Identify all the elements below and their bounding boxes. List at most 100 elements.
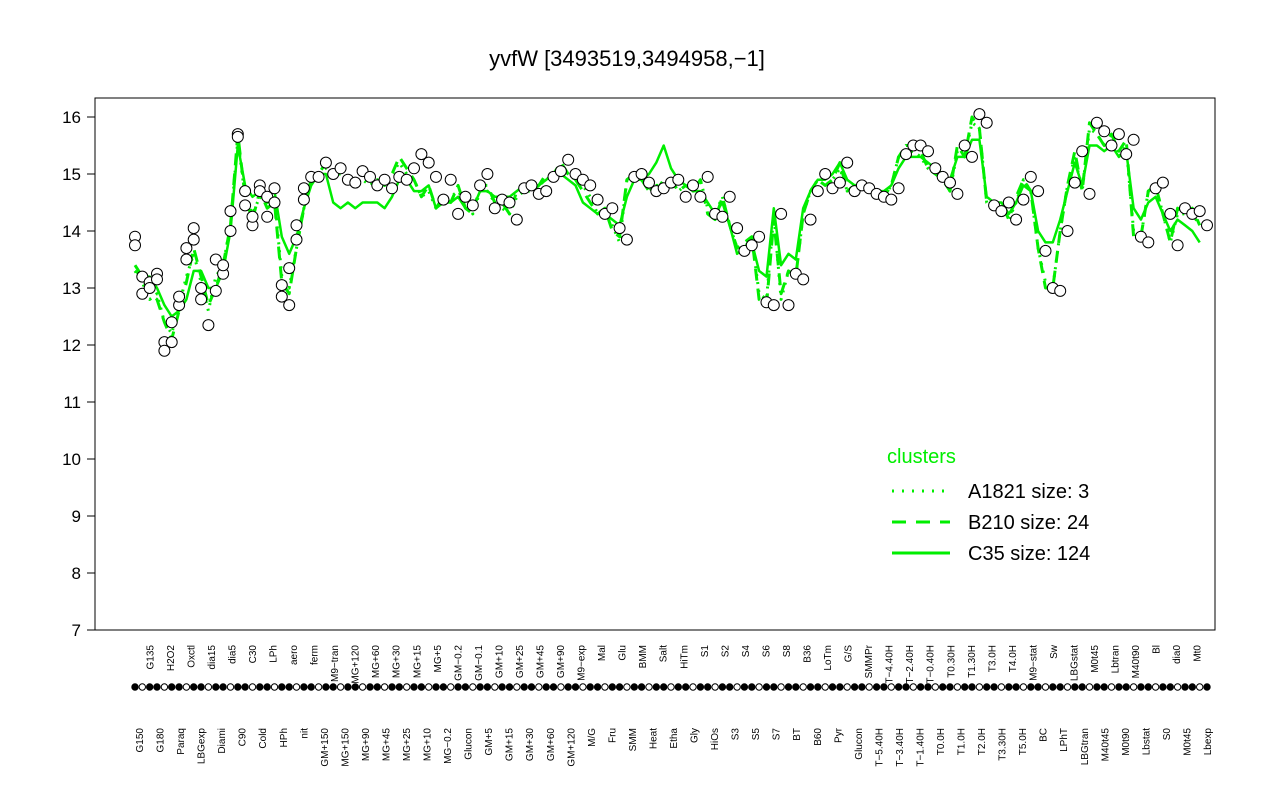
- data-point: [209, 284, 222, 297]
- rug-marker: [1188, 683, 1197, 691]
- x-tick-label: S8: [782, 645, 793, 658]
- x-tick-label: S1: [700, 645, 711, 658]
- x-tick-label: GM+30: [525, 728, 536, 762]
- x-tick-label: G150: [135, 728, 146, 753]
- rug-marker: [645, 683, 653, 691]
- x-tick-label: LBGexp: [197, 728, 208, 765]
- legend-title: clusters: [887, 446, 956, 468]
- data-point: [672, 173, 685, 186]
- x-tick-label: BC: [1039, 728, 1050, 742]
- data-point: [635, 168, 648, 180]
- rug-marker: [1122, 683, 1130, 691]
- x-tick-label: Bl: [1152, 645, 1163, 654]
- rug-marker: [1166, 683, 1175, 691]
- data-point: [716, 210, 729, 223]
- rug-marker: [814, 683, 822, 691]
- data-point: [1083, 187, 1096, 200]
- rug-marker: [248, 683, 257, 691]
- rug-marker: [270, 683, 279, 691]
- rug-marker: [983, 683, 991, 691]
- x-tick-label: M/G: [587, 728, 598, 747]
- data-point: [437, 193, 450, 206]
- rug-marker: [939, 683, 947, 691]
- x-tick-label: M9−stat: [1028, 645, 1039, 681]
- rug-marker: [667, 683, 675, 691]
- data-point: [312, 170, 325, 183]
- data-point: [973, 108, 986, 121]
- rug-marker: [1196, 683, 1204, 691]
- rug-marker: [902, 683, 910, 691]
- x-tick-label: LBGtran: [1080, 728, 1091, 765]
- x-tick-label: T1.30H: [967, 645, 978, 678]
- rug-marker: [160, 683, 169, 691]
- x-tick-label: T−3.40H: [895, 728, 906, 767]
- x-tick-label: Glucon: [854, 728, 865, 760]
- rug-marker: [395, 683, 403, 691]
- rug-marker: [520, 683, 528, 691]
- rug-marker: [748, 683, 756, 691]
- rug-marker: [615, 683, 624, 691]
- data-point: [364, 170, 376, 183]
- rug-marker: [711, 683, 719, 691]
- data-point: [694, 190, 707, 203]
- data-point: [195, 282, 208, 294]
- rug-marker: [557, 683, 565, 691]
- data-point: [452, 207, 465, 220]
- data-point: [224, 225, 237, 237]
- rug-marker: [226, 683, 235, 691]
- rug-marker: [726, 683, 734, 691]
- rug-marker: [1129, 683, 1138, 691]
- rug-marker: [1173, 683, 1182, 691]
- rug-marker: [410, 683, 418, 691]
- rug-marker: [336, 683, 345, 691]
- rug-marker: [865, 683, 873, 691]
- data-point: [885, 193, 898, 206]
- data-point: [833, 176, 846, 189]
- rug-marker: [887, 683, 895, 691]
- x-tick-label: Sw: [1049, 644, 1060, 659]
- data-point: [958, 139, 971, 152]
- x-tick-label: dia5: [227, 645, 238, 664]
- rug-marker: [358, 683, 367, 691]
- rug-marker: [718, 683, 727, 691]
- data-point: [180, 242, 193, 255]
- data-point: [1076, 145, 1089, 158]
- rug-marker: [469, 683, 477, 691]
- data-point: [1039, 244, 1052, 257]
- rug-marker: [380, 683, 389, 691]
- x-axis: G150 G135 G180 H2O2 Paraq Oxctl LBGexp dia15 Dia…: [135, 644, 1214, 766]
- rug-marker: [894, 683, 903, 691]
- rug-marker: [1085, 683, 1094, 691]
- rug-marker: [623, 683, 631, 691]
- data-point: [334, 162, 347, 175]
- data-point: [1193, 205, 1206, 218]
- rug-marker: [961, 683, 969, 691]
- data-point: [525, 179, 538, 192]
- rug-marker: [1100, 683, 1108, 691]
- x-tick-label: Paraq: [176, 728, 187, 755]
- rug-marker: [447, 683, 455, 691]
- x-tick-label: MG+10: [423, 728, 434, 762]
- rug-marker: [498, 683, 506, 691]
- data-point: [540, 185, 553, 198]
- rug-marker: [292, 683, 301, 691]
- x-tick-label: T−2.40H: [905, 645, 916, 684]
- x-tick-label: B36: [803, 645, 814, 663]
- rug-marker: [153, 683, 161, 691]
- x-tick-label: BMM: [638, 645, 649, 668]
- rug-marker: [212, 683, 220, 691]
- rug-marker: [652, 683, 660, 691]
- rug-marker: [733, 683, 741, 691]
- data-point: [283, 299, 296, 312]
- x-tick-label: MG+45: [382, 728, 393, 762]
- data-point: [224, 205, 237, 218]
- x-tick-label: GM+120: [566, 728, 577, 767]
- rug-marker: [483, 683, 492, 691]
- rug-marker: [689, 683, 697, 691]
- data-point: [782, 299, 795, 312]
- rug-marker: [770, 683, 778, 691]
- rug-marker: [461, 683, 470, 691]
- x-tick-label: LoTm: [823, 645, 834, 671]
- rug-marker: [351, 683, 359, 691]
- x-tick-label: HiTm: [679, 645, 690, 669]
